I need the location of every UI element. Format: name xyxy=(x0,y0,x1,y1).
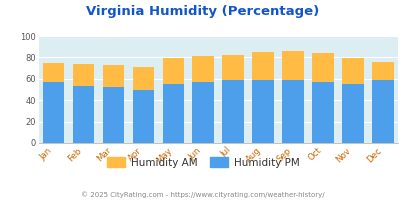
Bar xyxy=(341,58,363,84)
Legend: Humidity AM, Humidity PM: Humidity AM, Humidity PM xyxy=(102,153,303,172)
Bar xyxy=(252,52,273,80)
Bar xyxy=(102,65,124,87)
Bar xyxy=(311,82,333,143)
Bar xyxy=(371,80,393,143)
Bar xyxy=(222,80,243,143)
Bar xyxy=(132,67,154,90)
Bar xyxy=(43,63,64,82)
Bar xyxy=(281,80,303,143)
Text: © 2025 CityRating.com - https://www.cityrating.com/weather-history/: © 2025 CityRating.com - https://www.city… xyxy=(81,191,324,198)
Bar xyxy=(102,87,124,143)
Bar xyxy=(162,84,183,143)
Bar xyxy=(132,90,154,143)
Bar xyxy=(311,53,333,82)
Bar xyxy=(371,62,393,80)
Bar xyxy=(341,84,363,143)
Bar xyxy=(192,56,213,82)
Text: Virginia Humidity (Percentage): Virginia Humidity (Percentage) xyxy=(86,5,319,18)
Bar xyxy=(43,82,64,143)
Bar xyxy=(72,86,94,143)
Bar xyxy=(222,55,243,80)
Bar xyxy=(72,64,94,86)
Bar xyxy=(252,80,273,143)
Bar xyxy=(162,58,183,84)
Bar xyxy=(281,51,303,80)
Bar xyxy=(192,82,213,143)
